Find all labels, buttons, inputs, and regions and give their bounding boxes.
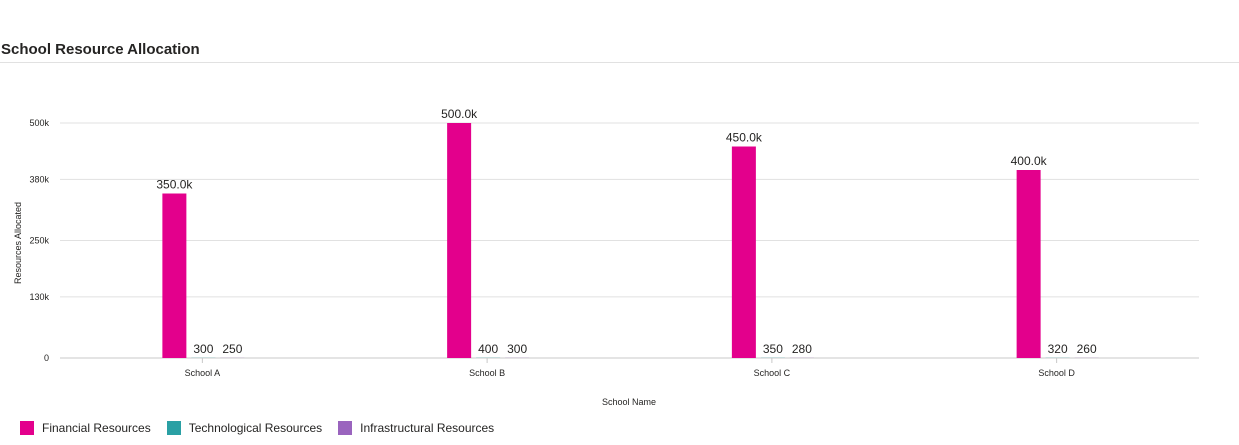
legend-label: Technological Resources xyxy=(188,421,323,435)
legend-label: Infrastructural Resources xyxy=(360,421,495,435)
bars xyxy=(162,123,1099,358)
y-axis-ticks: 0 130k 250k 380k 500k xyxy=(29,118,49,363)
data-label: 500.0k xyxy=(441,107,478,121)
legend-swatch xyxy=(338,421,353,435)
legend-item[interactable]: Infrastructural Resources xyxy=(338,421,494,435)
data-label: 260 xyxy=(1077,342,1097,356)
x-axis-title: School Name xyxy=(602,397,656,407)
data-label: 300 xyxy=(507,342,527,356)
data-label: 250 xyxy=(222,342,242,356)
y-axis-title: Resources Allocated xyxy=(13,202,23,284)
gridlines xyxy=(60,122,1199,359)
data-label: 400.0k xyxy=(1011,154,1048,168)
y-tick-label: 250k xyxy=(29,236,49,246)
y-tick-label: 0 xyxy=(44,353,49,363)
legend-label: Financial Resources xyxy=(42,421,151,435)
y-tick-label: 380k xyxy=(29,174,49,184)
y-tick-label: 500k xyxy=(29,118,49,128)
data-label: 320 xyxy=(1048,342,1068,356)
legend-swatch xyxy=(20,421,34,435)
data-label: 450.0k xyxy=(726,131,763,145)
legend-item[interactable]: Financial Resources xyxy=(20,421,151,435)
data-label: 400 xyxy=(478,342,498,356)
data-label: 350 xyxy=(763,342,783,356)
x-axis-ticks: School A School B School C School D xyxy=(185,358,1075,378)
bar xyxy=(162,193,187,358)
title-divider xyxy=(0,62,1239,63)
x-tick-label: School B xyxy=(469,368,505,378)
x-tick-label: School C xyxy=(754,368,791,378)
bar xyxy=(731,146,756,358)
y-tick-label: 130k xyxy=(29,292,49,302)
chart-title: School Resource Allocation xyxy=(1,41,200,58)
x-tick-label: School D xyxy=(1038,368,1075,378)
bar xyxy=(447,123,472,358)
legend-item[interactable]: Technological Resources xyxy=(166,421,323,435)
data-labels: 350.0k 300 250 500.0k 400 300 450.0k 350 280 400.… xyxy=(156,107,1097,356)
data-label: 350.0k xyxy=(156,178,193,192)
data-label: 300 xyxy=(193,342,213,356)
x-tick-label: School A xyxy=(185,368,221,378)
legend-swatch xyxy=(166,421,181,435)
legend: Financial Resources Technological Resourc… xyxy=(20,421,510,435)
bar xyxy=(1016,170,1041,358)
data-label: 280 xyxy=(792,342,812,356)
